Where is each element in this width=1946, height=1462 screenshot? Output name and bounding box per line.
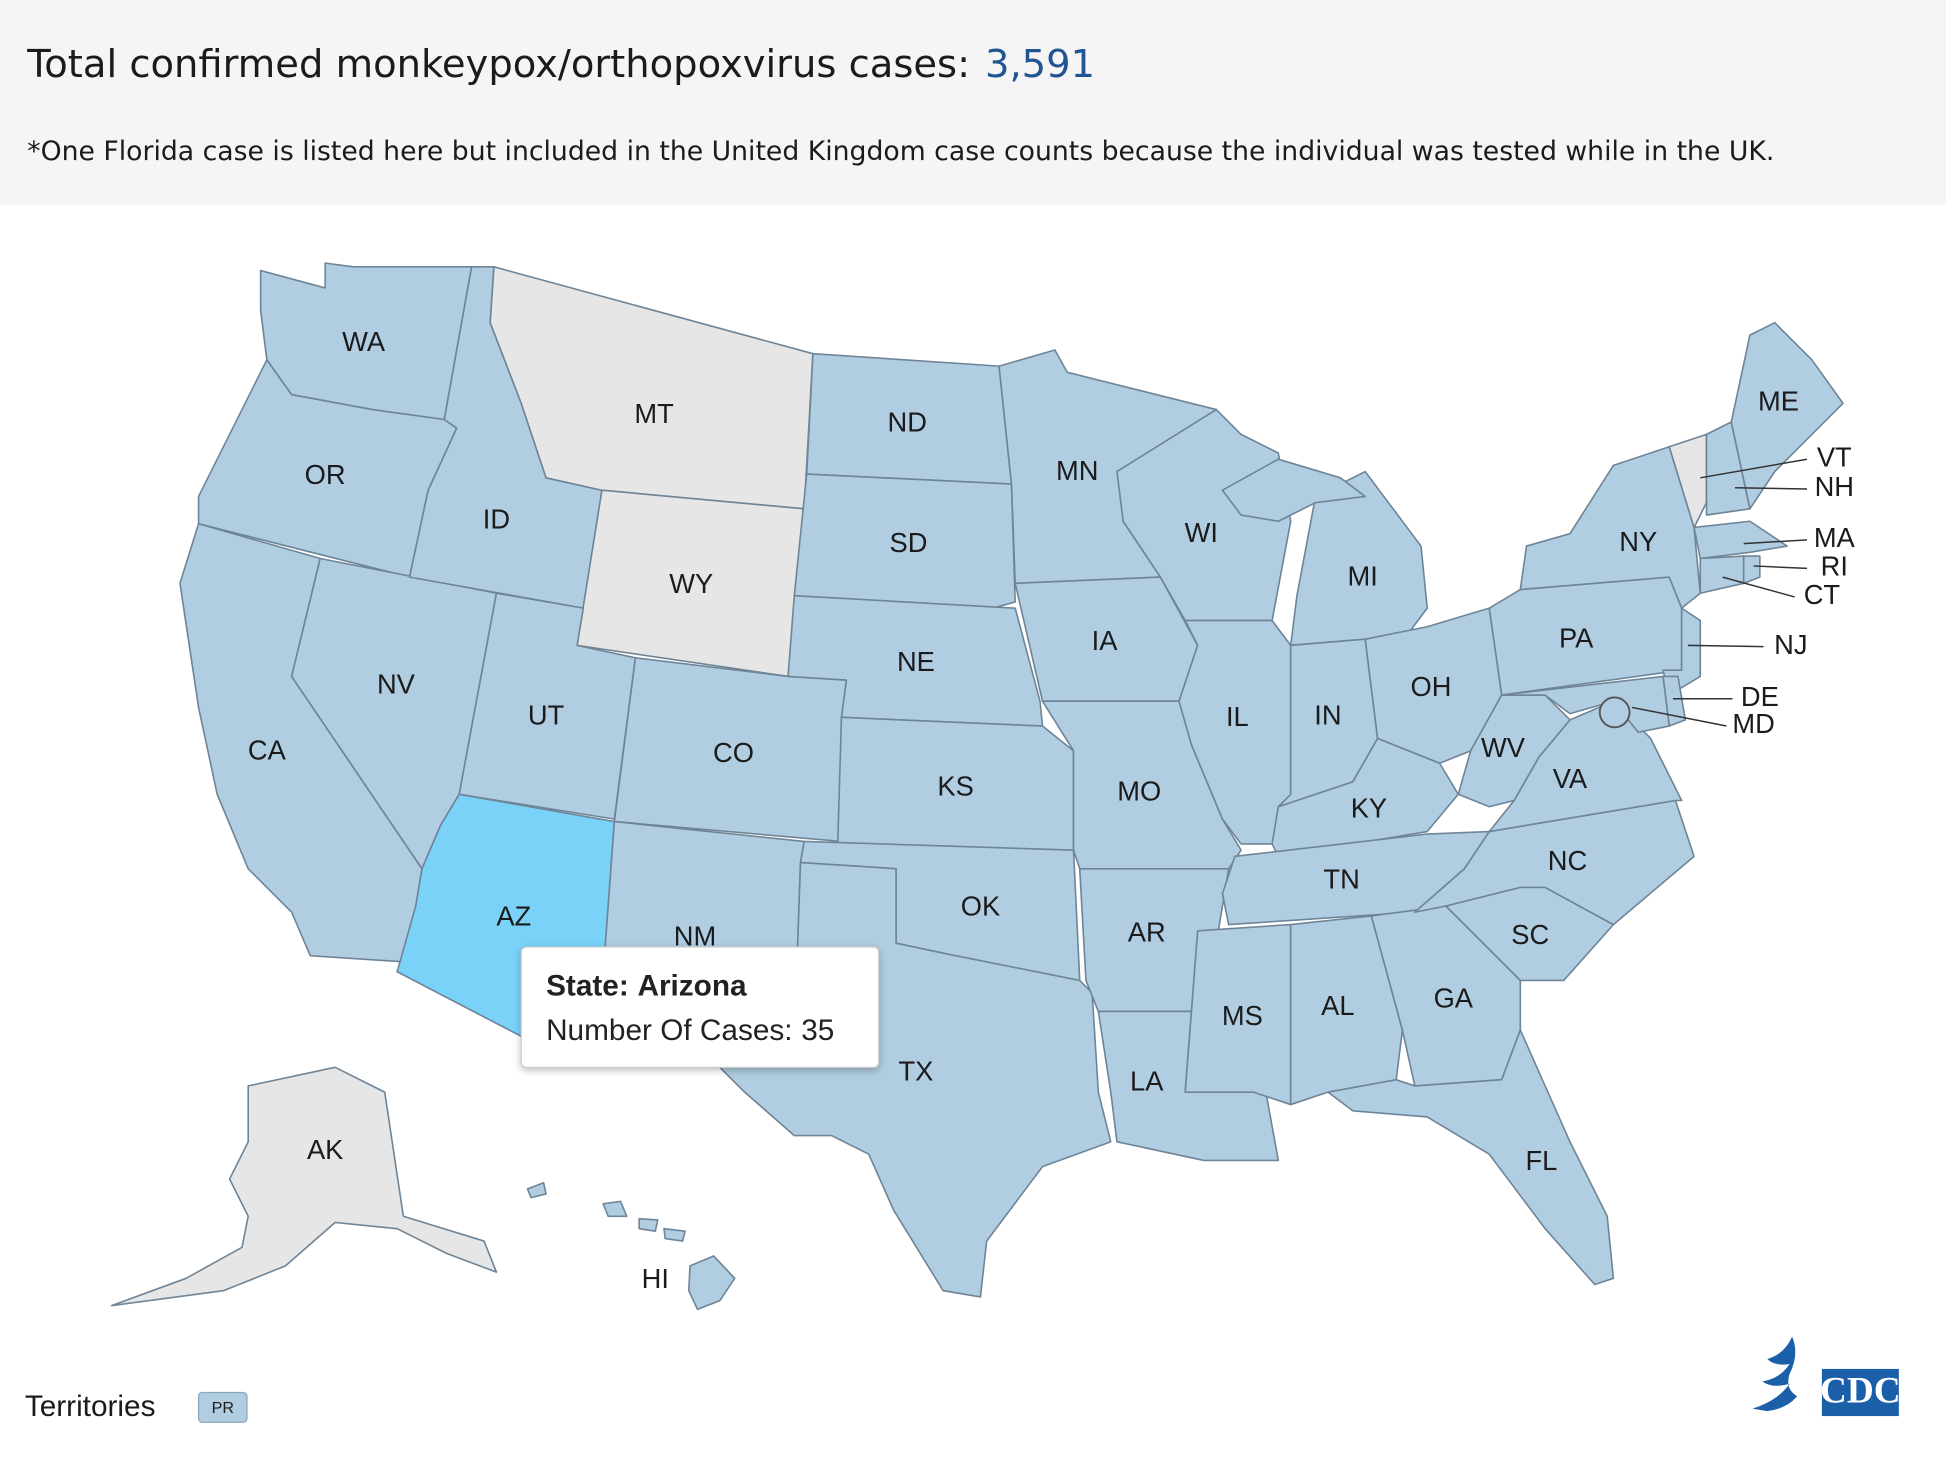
leader-line	[1631, 706, 1727, 727]
tooltip-box	[520, 946, 880, 1068]
state-label: WV	[1481, 732, 1526, 763]
header-note: *One Florida case is listed here but inc…	[27, 136, 1774, 167]
tooltip	[520, 946, 880, 1068]
state-label: NY	[1619, 526, 1657, 557]
state-label: ND	[888, 407, 927, 438]
state-label: NH	[1815, 471, 1854, 502]
state-label: ID	[483, 503, 510, 534]
leader-line	[1687, 644, 1764, 648]
state-label: KY	[1351, 793, 1387, 824]
state-name: Arizona	[637, 969, 747, 1002]
leader-line	[1743, 539, 1808, 545]
pr-label: PR	[212, 1399, 234, 1417]
tooltip-state: State: Arizona	[546, 969, 747, 1002]
state-label: WA	[342, 326, 386, 357]
state-label: OH	[1410, 671, 1451, 702]
state-label: KS	[937, 770, 973, 801]
logo-mark	[1752, 1336, 1798, 1412]
leader-line	[1735, 487, 1808, 490]
state-label: MS	[1222, 1000, 1263, 1031]
state-shape	[110, 1066, 498, 1307]
state-label: WI	[1185, 517, 1218, 548]
state-shape	[1414, 799, 1695, 926]
state-label: GA	[1434, 983, 1474, 1014]
state-label: HI	[642, 1263, 669, 1294]
state-shape	[526, 1181, 547, 1199]
state-label: FL	[1525, 1145, 1557, 1176]
state-shape	[1327, 1029, 1615, 1286]
total-cases: 3,591	[985, 42, 1095, 87]
header-title: Total confirmed monkeypox/orthopoxvirus …	[26, 42, 1095, 87]
state-labels: WA OR CA NV ID MT WY UT CO AZ NM ND SD NE KS OK TX MN IA MO…	[248, 326, 1856, 1294]
state-label: AL	[1321, 990, 1354, 1021]
state-shape	[1116, 408, 1292, 622]
title-text: Total confirmed monkeypox/orthopoxvirus …	[26, 42, 970, 87]
state-label: ME	[1758, 386, 1799, 417]
state-label: MA	[1814, 522, 1856, 553]
logo-box	[1821, 1368, 1899, 1417]
cdc-logo: CDC	[1752, 1336, 1901, 1417]
state-label: MT	[634, 398, 674, 429]
state-label: MO	[1117, 775, 1161, 806]
cases-value: 35	[801, 1014, 834, 1047]
state-label: VT	[1817, 441, 1852, 472]
tooltip-cases: Number Of Cases: 35	[546, 1014, 834, 1047]
state-label: VA	[1553, 763, 1588, 794]
pr-button[interactable]	[197, 1391, 248, 1423]
logo-text: CDC	[1820, 1370, 1901, 1411]
state-label: NE	[897, 646, 935, 677]
state-label: NM	[674, 920, 716, 951]
leader-line	[1753, 565, 1808, 570]
cases-label: Number Of Cases:	[546, 1014, 792, 1047]
state-label: SD	[890, 527, 928, 558]
state-label: MD	[1732, 708, 1774, 739]
state-label: NC	[1548, 845, 1587, 876]
state-label: WY	[669, 568, 713, 599]
state-label: IL	[1226, 701, 1249, 732]
state-label: AZ	[496, 901, 531, 932]
state-label: OR	[305, 459, 346, 490]
state-shape	[638, 1217, 659, 1232]
state-label: DE	[1741, 681, 1779, 712]
dc-marker[interactable]	[1598, 696, 1631, 729]
state-shape	[793, 473, 1017, 609]
state-label: NV	[377, 669, 416, 700]
state-shape	[1693, 520, 1788, 560]
state-shape	[1221, 458, 1366, 523]
state-shape	[1730, 321, 1844, 510]
state-label: RI	[1821, 551, 1848, 582]
state-label: MI	[1348, 561, 1378, 592]
state-label: CT	[1804, 579, 1841, 610]
state-label: NJ	[1774, 629, 1807, 660]
state-label: IA	[1092, 625, 1119, 656]
state-label: TX	[898, 1056, 933, 1087]
state-label: CA	[248, 734, 287, 765]
state-label: LA	[1130, 1066, 1164, 1097]
state-label: IN	[1314, 700, 1341, 731]
leader-line	[1722, 576, 1795, 598]
state-label: State:	[546, 969, 629, 1002]
state-shape	[663, 1227, 686, 1242]
state-shape	[1178, 619, 1292, 845]
state-label: OK	[961, 891, 1000, 922]
state-label: AK	[307, 1134, 343, 1165]
state-label: PA	[1559, 623, 1594, 654]
state-label: TN	[1323, 863, 1359, 894]
state-label: SC	[1511, 919, 1549, 950]
state-label: AR	[1128, 917, 1166, 948]
state-shape	[602, 1200, 628, 1218]
state-label: MN	[1056, 455, 1098, 486]
state-label: UT	[528, 700, 565, 731]
state-shape	[1742, 555, 1761, 585]
state-shape	[1705, 421, 1751, 516]
state-label: CO	[713, 737, 754, 768]
state-shape	[1699, 555, 1745, 595]
territories-label: Territories	[25, 1390, 156, 1423]
state-shape	[687, 1255, 736, 1311]
leader-line	[1700, 458, 1808, 479]
header-band	[0, 0, 1946, 205]
